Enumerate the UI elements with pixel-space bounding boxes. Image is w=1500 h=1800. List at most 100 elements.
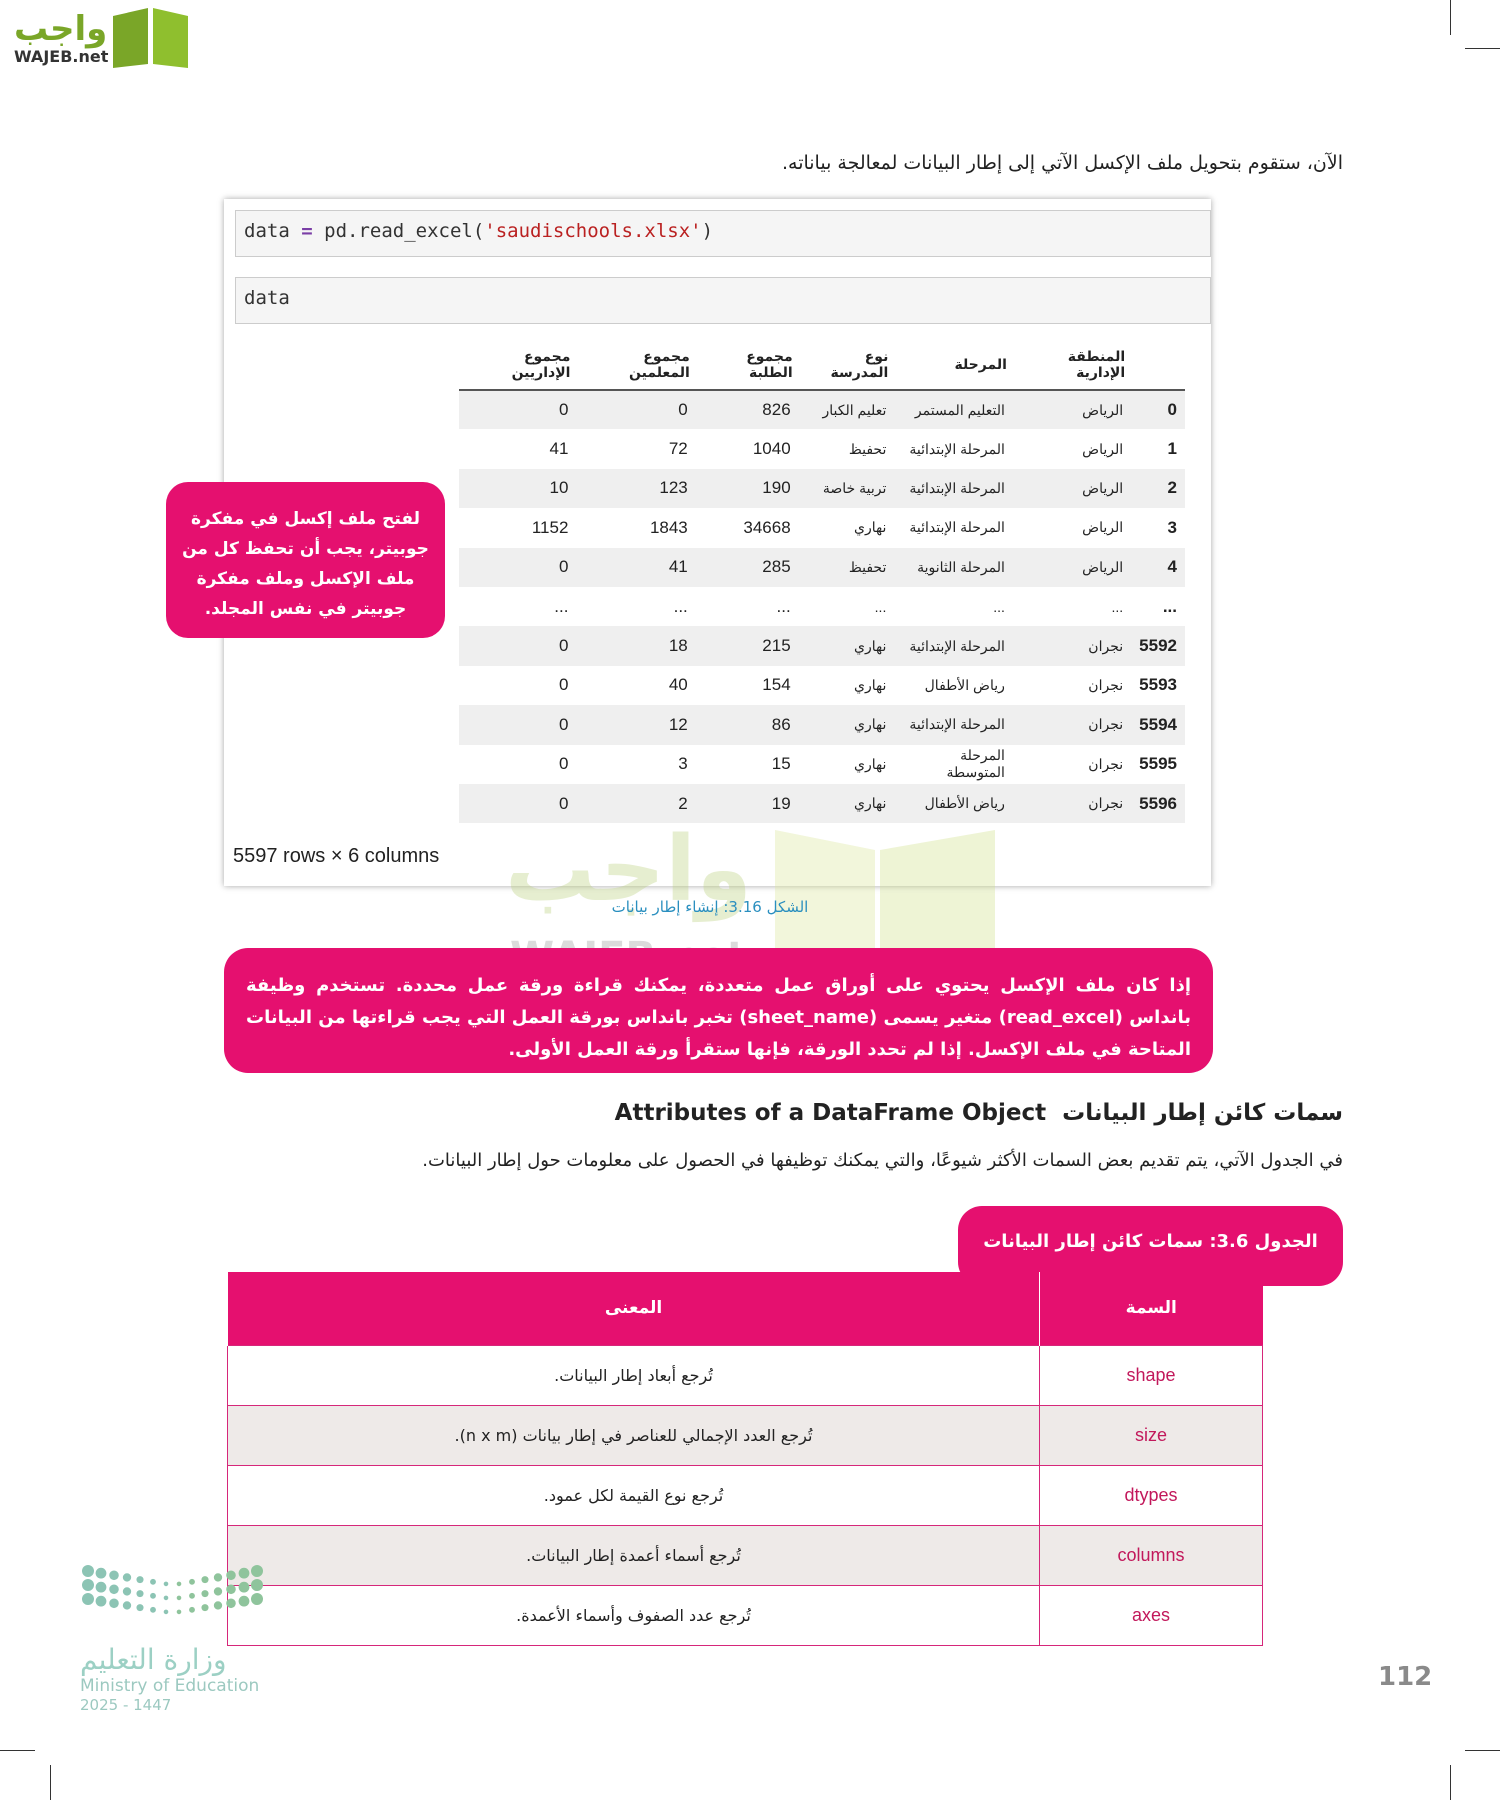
df-row: 41 72 1040 تحفيظ المرحلة الإبتدائية الرياض 1 bbox=[459, 429, 1185, 468]
ministry-name-ar: وزارة التعليم bbox=[80, 1643, 227, 1676]
attribute-name: columns bbox=[1039, 1524, 1263, 1586]
df-cell: 34668 bbox=[743, 517, 791, 537]
df-cell: 0 bbox=[558, 675, 569, 695]
intro-text: الآن، ستقوم بتحويل ملف الإكسل الآتي إلى … bbox=[781, 152, 1343, 174]
df-row: 0 3 15 نهاري المرحلة المتوسطة نجران 5595 bbox=[459, 745, 1185, 784]
ministry-dot bbox=[150, 1578, 156, 1585]
code-paren: ) bbox=[701, 220, 714, 242]
ministry-dot bbox=[82, 1579, 94, 1591]
df-cell: 0 bbox=[459, 626, 577, 666]
df-column-header: مجموع الإداريين bbox=[459, 349, 577, 391]
df-cell: 12 bbox=[576, 705, 696, 745]
ministry-dot bbox=[213, 1587, 223, 1596]
notebook-panel: data = pd.read_excel('saudischools.xlsx'… bbox=[224, 199, 1211, 886]
df-cell: 0 bbox=[576, 390, 696, 430]
df-cell: 1843 bbox=[649, 517, 688, 537]
ministry-dot bbox=[82, 1593, 94, 1605]
ministry-dot bbox=[189, 1606, 195, 1613]
df-cell: التعليم المستمر bbox=[894, 390, 1013, 430]
df-cell: ... bbox=[776, 596, 791, 616]
ministry-dot bbox=[109, 1570, 119, 1581]
header-attribute: السمة bbox=[1039, 1272, 1263, 1345]
df-cell: الرياض bbox=[1082, 519, 1124, 536]
attribute-row: size تُرجع العدد الإجمالي للعناصر في إطار… bbox=[227, 1404, 1263, 1466]
df-cell: 0 bbox=[459, 390, 577, 430]
ministry-year: 2025 - 1447 bbox=[80, 1696, 172, 1714]
df-column-header: المنطقة الإدارية bbox=[1012, 349, 1132, 391]
attribute-row: columns تُرجع أسماء أعمدة إطار البيانات. bbox=[227, 1524, 1263, 1586]
df-cell: 2 bbox=[576, 783, 696, 824]
ministry-dot bbox=[238, 1581, 250, 1593]
ministry-dot bbox=[176, 1609, 182, 1615]
df-cell: المرحلة الثانوية bbox=[894, 547, 1013, 587]
ministry-dot bbox=[95, 1581, 107, 1593]
df-cell: نهاري bbox=[798, 705, 895, 745]
ministry-dot bbox=[189, 1592, 195, 1599]
df-cell: المرحلة المتوسطة bbox=[946, 747, 1005, 781]
df-cell: 0 bbox=[459, 547, 577, 587]
df-cell: نهاري bbox=[854, 755, 887, 772]
df-cell: 0 bbox=[558, 754, 569, 774]
ministry-dot bbox=[136, 1604, 144, 1612]
code-cell-read-excel[interactable]: data = pd.read_excel('saudischools.xlsx'… bbox=[235, 210, 1211, 257]
code-call: pd.read_excel( bbox=[324, 220, 485, 242]
df-cell: تحفيظ bbox=[848, 440, 887, 457]
wajeb-logo: واجب WAJEB.net bbox=[8, 4, 193, 68]
df-index: 5596 bbox=[1131, 783, 1185, 824]
ministry-dot bbox=[109, 1584, 119, 1595]
header-meaning: المعنى bbox=[227, 1272, 1040, 1345]
df-cell: الرياض bbox=[1012, 547, 1132, 587]
df-cell: 72 bbox=[668, 439, 688, 459]
ministry-dot bbox=[251, 1565, 263, 1577]
df-column-header bbox=[1131, 349, 1185, 391]
section-paragraph: في الجدول الآتي، يتم تقديم بعض السمات ال… bbox=[422, 1150, 1343, 1171]
ministry-dot bbox=[189, 1578, 195, 1585]
df-index: 1 bbox=[1167, 439, 1177, 459]
attribute-name: dtypes bbox=[1039, 1464, 1263, 1526]
attribute-meaning: تُرجع أبعاد إطار البيانات. bbox=[227, 1344, 1040, 1406]
df-cell: 19 bbox=[695, 783, 799, 824]
df-index: 5594 bbox=[1131, 705, 1185, 745]
code-op: = bbox=[301, 220, 313, 242]
dataframe-output: مجموع الإداريين مجموع المعلمين مجموع الطلب… bbox=[459, 349, 1185, 824]
attribute-meaning: تُرجع نوع القيمة لكل عمود. bbox=[227, 1464, 1040, 1526]
df-row: 10 123 190 تربية خاصة المرحلة الإبتدائية الري… bbox=[459, 468, 1185, 509]
df-column-header: مجموع المعلمين bbox=[576, 349, 696, 391]
df-cell: الرياض bbox=[1012, 468, 1132, 509]
df-cell: نجران bbox=[1012, 783, 1132, 824]
df-index: 0 bbox=[1131, 390, 1185, 430]
df-cell: 190 bbox=[695, 468, 799, 509]
svg-text:واجب: واجب bbox=[505, 817, 752, 923]
crop-mark bbox=[50, 1765, 51, 1800]
df-row: ..................... bbox=[459, 587, 1185, 626]
ministry-dot bbox=[163, 1595, 169, 1601]
ministry-dot bbox=[238, 1595, 250, 1607]
ministry-dot bbox=[95, 1595, 107, 1607]
df-cell: ... bbox=[874, 598, 887, 615]
ministry-dot bbox=[226, 1598, 236, 1609]
df-cell: 3 bbox=[678, 754, 688, 774]
heading-ar: سمات كائن إطار البيانات bbox=[1062, 1100, 1343, 1126]
attribute-meaning: تُرجع أسماء أعمدة إطار البيانات. bbox=[227, 1524, 1040, 1586]
df-cell: تربية خاصة bbox=[798, 468, 895, 509]
df-cell: 826 bbox=[695, 390, 799, 430]
ministry-dot bbox=[122, 1587, 132, 1596]
df-cell: 215 bbox=[695, 626, 799, 666]
attribute-row: axes تُرجع عدد الصفوف وأسماء الأعمدة. bbox=[227, 1584, 1263, 1646]
svg-text:WAJEB.net: WAJEB.net bbox=[14, 47, 109, 66]
df-cell: المرحلة الإبتدائية bbox=[894, 468, 1013, 509]
ministry-dot bbox=[201, 1604, 209, 1612]
df-cell: تعليم الكبار bbox=[798, 390, 895, 430]
heading-en: Attributes of a DataFrame Object bbox=[614, 1100, 1047, 1126]
df-row: 0 18 215 نهاري المرحلة الإبتدائية نجران 5592 bbox=[459, 626, 1185, 666]
crop-mark bbox=[1450, 1765, 1451, 1800]
ministry-dot bbox=[226, 1584, 236, 1595]
df-cell: 41 bbox=[549, 439, 569, 459]
ministry-dot bbox=[213, 1601, 223, 1610]
ministry-dot bbox=[201, 1590, 209, 1598]
df-cell: ... bbox=[993, 598, 1005, 615]
code-string: 'saudischools.xlsx' bbox=[484, 220, 702, 242]
code-var: data bbox=[244, 220, 290, 242]
code-cell-data[interactable]: data bbox=[235, 277, 1211, 324]
df-cell: نهاري bbox=[798, 783, 895, 824]
